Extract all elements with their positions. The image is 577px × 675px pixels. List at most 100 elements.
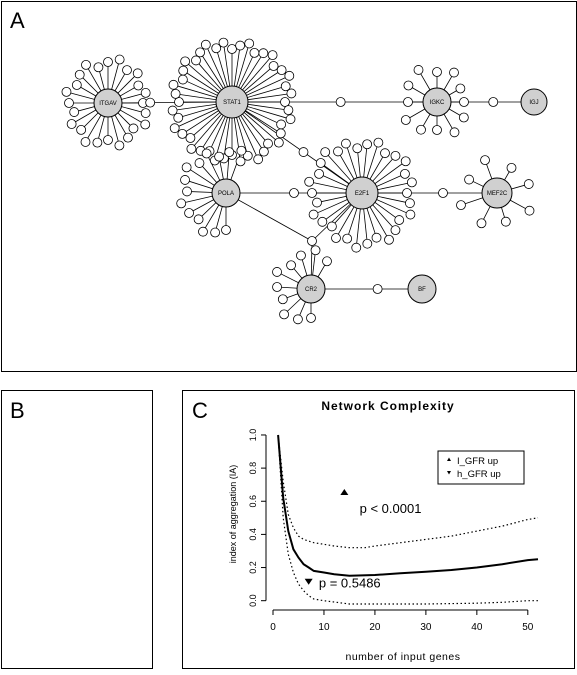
leaf-node — [405, 209, 416, 220]
leaf-node — [177, 128, 188, 139]
leaf-node — [272, 267, 282, 277]
leaf-node — [307, 236, 317, 246]
x-tick-label: 40 — [471, 622, 483, 633]
leaf-node — [227, 44, 237, 54]
network-edge — [231, 101, 363, 194]
leaf-node — [93, 62, 104, 73]
hub-label-e2f1: E2F1 — [355, 191, 370, 197]
leaf-node — [128, 123, 139, 134]
leaf-node — [114, 54, 125, 65]
hub-node-pola — [211, 178, 241, 208]
leaf-node — [455, 83, 466, 94]
leaf-node — [306, 313, 316, 323]
leaf-node — [524, 205, 535, 216]
leaf-node — [178, 65, 189, 76]
leaf-node — [285, 114, 296, 125]
leaf-node — [523, 179, 534, 189]
leaf-node — [235, 40, 246, 51]
leaf-node — [310, 245, 321, 256]
legend-entry-1: I_GFR up — [457, 456, 498, 467]
hub-label-mef2c: MEF2C — [487, 191, 508, 197]
leaf-node — [122, 65, 132, 75]
leaf-node — [145, 97, 156, 108]
leaf-node — [298, 147, 309, 157]
leaf-node — [372, 284, 383, 294]
leaf-node — [214, 151, 224, 162]
leaf-node — [438, 188, 448, 198]
leaf-node — [280, 97, 290, 107]
leaf-node — [320, 147, 331, 158]
leaf-node — [169, 123, 180, 134]
hub-node-igkc — [422, 87, 452, 117]
leaf-node — [61, 86, 72, 97]
leaf-node — [432, 125, 442, 135]
leaf-node — [284, 70, 295, 81]
nodes-group: ITGAV STAT1 IGKC IGJ POLA E2F1 MEF2C CR2 BF — [61, 37, 548, 325]
panel-c-letter: C — [192, 398, 208, 423]
leaf-node — [244, 38, 255, 49]
leaf-node — [314, 168, 324, 179]
leaf-node — [191, 55, 201, 66]
leaf-node — [432, 67, 442, 77]
leaf-node — [371, 232, 382, 243]
leaf-node — [283, 105, 294, 116]
x-tick-label: 10 — [318, 622, 330, 633]
leaf-node — [488, 97, 499, 107]
leaf-node — [405, 198, 415, 209]
hub-label-igj: IGJ — [529, 100, 538, 106]
hub-label-pola: POLA — [218, 191, 234, 197]
leaf-node — [304, 176, 315, 187]
legend-triangle-down-marker — [447, 471, 451, 475]
leaf-node — [293, 314, 303, 325]
leaf-node — [181, 162, 192, 173]
leaf-node — [268, 61, 279, 71]
leaf-node — [280, 81, 291, 92]
hub-node-stat1 — [215, 85, 249, 119]
leaf-node — [114, 140, 125, 151]
panel-a-letter: A — [10, 8, 25, 33]
leaf-node — [317, 216, 328, 227]
leaf-node — [140, 119, 151, 130]
panel-c — [182, 390, 575, 669]
leaf-node — [352, 143, 363, 154]
leaf-node — [390, 150, 401, 161]
leaf-node — [64, 98, 74, 108]
leaf-node — [362, 139, 373, 150]
leaf-node — [273, 137, 284, 148]
x-tick-label: 30 — [420, 622, 432, 633]
leaf-node — [362, 238, 373, 249]
x-axis-label: number of input genes — [346, 651, 461, 663]
leaf-node — [351, 242, 362, 253]
leaf-node — [170, 88, 181, 99]
leaf-node — [449, 67, 459, 78]
hub-node-igj — [520, 88, 548, 116]
p-value-annotation-1: p < 0.0001 — [360, 501, 422, 516]
series-line-3 — [277, 434, 538, 605]
y-tick-label: 0.2 — [248, 561, 258, 574]
hub-label-cr2: CR2 — [305, 287, 318, 293]
leaf-node — [81, 59, 91, 70]
leaf-node — [456, 200, 466, 211]
leaf-node — [500, 216, 511, 227]
hub-node-itgav — [93, 88, 123, 118]
leaf-node — [335, 97, 346, 107]
y-tick-label: 1.0 — [248, 429, 258, 442]
leaf-node — [195, 47, 206, 58]
leaf-node — [263, 138, 273, 149]
leaf-node — [476, 218, 487, 229]
leaf-node — [400, 168, 410, 179]
leaf-node — [258, 146, 269, 157]
leaf-node — [400, 115, 411, 125]
leaf-node — [103, 135, 113, 145]
network-edge — [107, 101, 233, 104]
leaf-node — [210, 227, 221, 238]
hub-node-cr2 — [296, 274, 326, 304]
leaf-node — [103, 57, 113, 67]
leaf-node — [66, 119, 77, 129]
y-tick-label: 0.6 — [248, 495, 258, 508]
leaf-node — [458, 112, 469, 123]
leaf-node — [76, 124, 87, 135]
leaf-node — [184, 208, 194, 218]
leaf-node — [384, 234, 394, 245]
hub-label-bf: BF — [418, 287, 426, 293]
